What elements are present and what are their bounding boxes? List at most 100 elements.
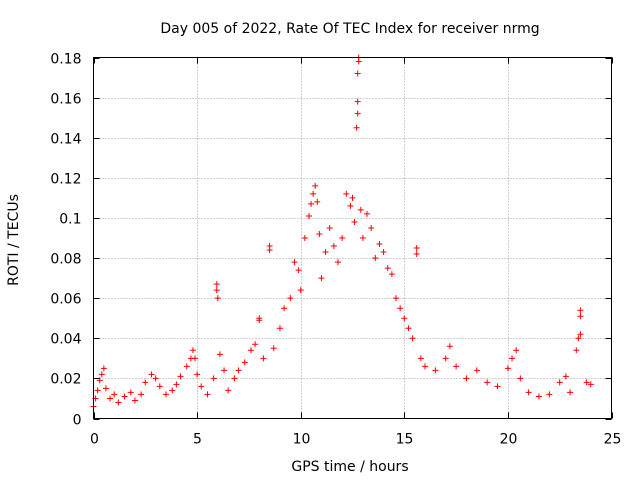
data-point — [347, 202, 354, 209]
data-point — [310, 190, 317, 197]
data-point — [297, 287, 304, 294]
data-point — [326, 224, 333, 231]
data-point — [368, 224, 375, 231]
data-point — [102, 385, 109, 392]
data-point — [194, 371, 201, 378]
data-point — [517, 375, 524, 382]
data-point — [359, 235, 366, 241]
data-point — [94, 387, 101, 394]
data-point — [287, 295, 294, 302]
data-point — [98, 371, 105, 378]
data-point — [587, 381, 594, 388]
data-point — [115, 399, 122, 406]
data-point — [513, 347, 520, 354]
data-point — [107, 395, 114, 402]
data-point — [177, 373, 184, 380]
data-point — [343, 190, 350, 197]
data-point — [322, 249, 329, 256]
data-point — [417, 355, 424, 362]
data-point — [354, 98, 361, 105]
data-point — [127, 389, 134, 396]
data-point — [163, 391, 170, 398]
data-point — [213, 287, 220, 294]
data-point — [357, 206, 364, 213]
data-point — [401, 315, 408, 322]
data-point — [183, 363, 190, 370]
data-point — [442, 355, 449, 362]
data-point — [388, 271, 395, 278]
data-point — [463, 375, 470, 382]
data-point — [509, 355, 516, 362]
data-point — [138, 391, 145, 398]
data-point — [583, 379, 590, 386]
x-tick-label: 5 — [193, 432, 202, 448]
data-point — [142, 379, 149, 386]
data-point — [330, 243, 337, 250]
data-point — [354, 110, 361, 117]
axis-ticks — [93, 57, 613, 420]
data-point — [189, 347, 196, 354]
data-point — [573, 347, 580, 354]
data-point — [575, 335, 582, 342]
data-point — [364, 210, 371, 217]
data-point — [152, 375, 159, 382]
y-tick-label: 0.08 — [50, 252, 81, 268]
data-point — [305, 212, 312, 219]
y-tick-label: 0.04 — [50, 332, 81, 348]
data-point — [384, 265, 391, 272]
data-point — [432, 367, 439, 374]
y-tick-label: 0.12 — [50, 172, 81, 188]
chart-title: Day 005 of 2022, Rate Of TEC Index for r… — [160, 21, 539, 37]
data-point — [535, 393, 542, 400]
data-point — [256, 317, 263, 324]
data-point — [156, 383, 163, 390]
data-point — [546, 391, 553, 398]
data-point — [353, 124, 360, 131]
x-tick-label: 10 — [293, 432, 311, 448]
data-point — [397, 305, 404, 312]
y-tick-label: 0.06 — [50, 292, 81, 308]
data-point — [204, 391, 211, 398]
x-tick-label: 0 — [90, 432, 99, 448]
data-point — [270, 345, 277, 352]
y-tick-labels: 0 0.02 0.04 0.06 0.08 0.1 0.12 0.14 0.16 0.18 — [50, 52, 81, 429]
data-point — [192, 355, 199, 362]
data-point — [169, 387, 176, 394]
data-point — [316, 230, 323, 237]
data-point — [173, 381, 180, 388]
data-point — [409, 335, 416, 342]
data-point — [281, 305, 288, 312]
data-point — [225, 387, 232, 394]
data-point — [453, 363, 460, 370]
data-point — [276, 325, 283, 332]
data-point — [339, 235, 346, 241]
data-point — [241, 359, 248, 366]
y-tick-label: 0.1 — [59, 212, 81, 228]
data-point — [376, 241, 383, 248]
data-point — [148, 371, 155, 378]
data-point — [214, 295, 221, 302]
data-point — [577, 313, 584, 320]
data-point — [252, 341, 259, 348]
data-point — [221, 367, 228, 374]
data-point — [314, 198, 321, 205]
data-point — [121, 393, 128, 400]
data-point — [247, 347, 254, 354]
plot-frame — [93, 57, 612, 419]
data-point — [446, 343, 453, 350]
data-point — [405, 325, 412, 332]
data-point — [131, 397, 138, 404]
data-point — [413, 245, 420, 252]
data-point — [318, 275, 325, 282]
data-point — [334, 259, 341, 266]
data-point — [213, 281, 220, 288]
data-point — [504, 365, 511, 372]
data-point — [484, 379, 491, 386]
data-point — [349, 194, 356, 201]
y-tick-label: 0.02 — [50, 372, 81, 388]
data-point — [210, 375, 217, 382]
x-tick-label: 20 — [500, 432, 518, 448]
data-point — [295, 267, 302, 274]
data-point — [567, 389, 574, 396]
